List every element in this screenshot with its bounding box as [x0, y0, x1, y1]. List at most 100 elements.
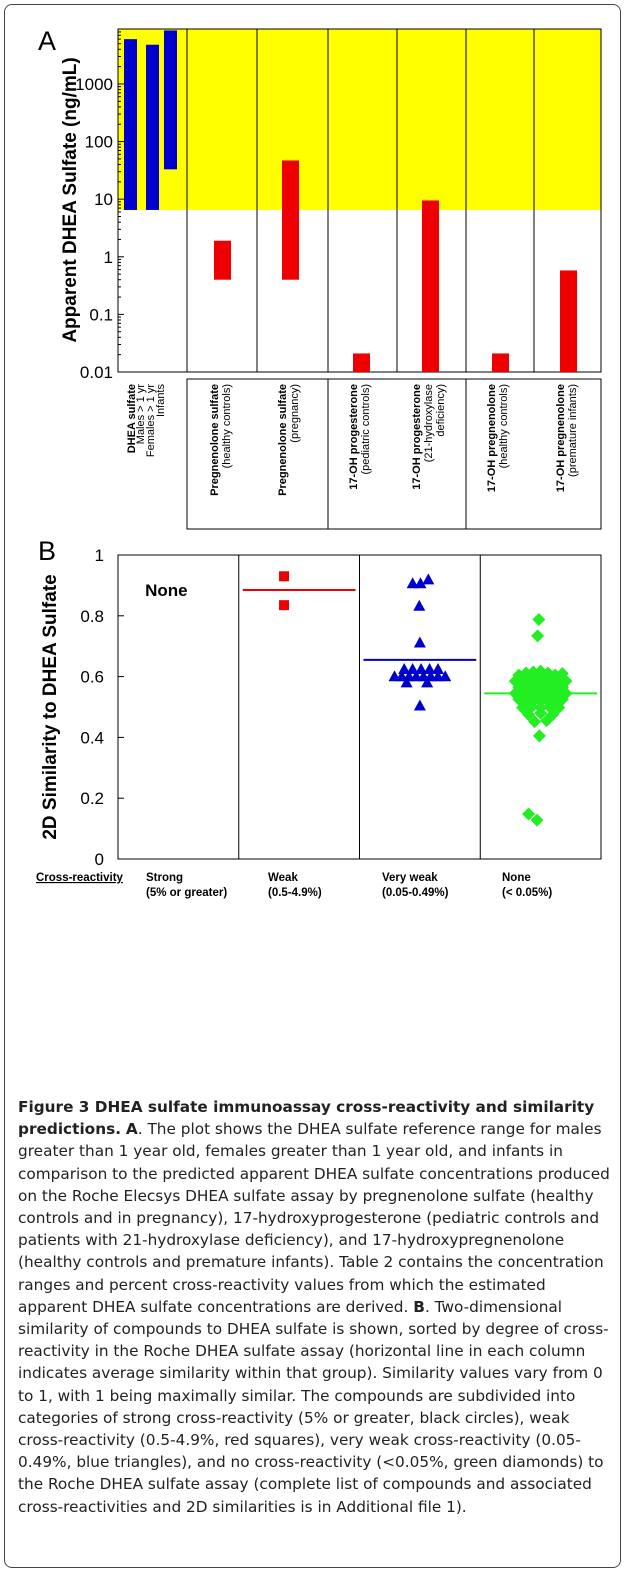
strong-none-annotation: None [145, 581, 188, 600]
none-diamond-point [540, 714, 554, 728]
category-range: (0.05-0.49%) [382, 887, 449, 899]
figure-caption: Figure 3 DHEA sulfate immunoassay cross-… [18, 1096, 614, 1518]
y-axis-label-a: Apparent DHEA Sulfate (ng/mL) [60, 57, 81, 342]
panel-a-label: A [38, 26, 57, 56]
y-tick-label-a: 1 [104, 248, 113, 267]
none-diamond-point [530, 813, 544, 827]
none-diamond-point [516, 673, 530, 687]
very-weak-triangle-point [439, 670, 452, 682]
very-weak-triangle-point [406, 663, 419, 674]
caption-a-text: . The plot shows the DHEA sulfate refere… [18, 1120, 610, 1316]
category-range: (5% or greater) [146, 887, 227, 899]
bar-17ohpreg-premature [560, 270, 577, 372]
very-weak-triangle-point [423, 663, 436, 674]
caption-a-label: A [125, 1120, 138, 1139]
bar-17ohp-pediatric [353, 353, 370, 372]
none-diamond-point [522, 708, 536, 722]
none-diamond-point [537, 685, 551, 699]
group-label-line: Females > 1 yr [145, 384, 157, 457]
bar-17ohp-21oh [422, 200, 439, 372]
none-diamond-point [534, 706, 548, 720]
group-label-line: (healthy controls) [498, 384, 510, 468]
very-weak-triangle-point [398, 663, 411, 674]
panel-b-label: B [38, 536, 57, 566]
category-name: Weak [268, 872, 298, 884]
group-label-line: DHEA sulfate [126, 384, 138, 453]
group-label-line: Males > 1 yr [135, 384, 147, 445]
group-label-box [465, 378, 602, 530]
none-diamond-point [519, 693, 533, 707]
y-tick-label-a: 10 [94, 190, 113, 209]
none-diamond-point [530, 685, 544, 699]
y-tick-label-a: 0.01 [80, 363, 113, 382]
none-diamond-point [516, 701, 530, 715]
very-weak-triangle-point [414, 577, 427, 589]
bar-dhea-infants [164, 30, 177, 170]
none-diamond-point [522, 807, 536, 821]
group-label-line: (21-hydroxylase [423, 384, 435, 462]
bar-dhea-males [124, 39, 137, 210]
y-tick-label-b: 1 [95, 546, 104, 565]
x-axis-label-b: Cross-reactivity [36, 872, 124, 884]
very-weak-triangle-point [406, 577, 419, 589]
bar-17ohpreg-healthy [492, 353, 509, 372]
none-diamond-point [534, 694, 548, 708]
caption-b-label: B [413, 1297, 425, 1316]
very-weak-triangle-point [431, 663, 444, 674]
y-tick-label-a: 100 [85, 133, 113, 152]
caption-title: Figure 3 DHEA sulfate immunoassay cross-… [18, 1098, 595, 1139]
weak-square-point [279, 600, 290, 611]
none-diamond-point [528, 715, 542, 729]
y-tick-label-b: 0.4 [80, 728, 104, 747]
group-label-line: 17-OH pregnenolone [555, 384, 567, 492]
category-name: Very weak [382, 872, 438, 884]
group-label-line: (pediatric controls) [360, 384, 372, 474]
none-diamond-point [555, 692, 569, 706]
y-tick-label-a: 0.1 [89, 305, 113, 324]
bar-preg-pregnancy [282, 160, 299, 280]
caption-b-text: . Two-dimensional similarity of compound… [18, 1297, 609, 1516]
none-diamond-point [559, 674, 573, 688]
category-range: (0.5-4.9%) [268, 887, 322, 899]
group-label-line: Pregnenolone sulfate [277, 384, 289, 496]
very-weak-triangle-point [422, 573, 435, 585]
group-label-line: Pregnenolone sulfate [209, 384, 221, 496]
none-diamond-point [532, 729, 546, 743]
y-axis-label-b: 2D Similarity to DHEA Sulfate [40, 574, 61, 839]
none-diamond-point [523, 673, 537, 687]
very-weak-triangle-point [413, 636, 426, 648]
group-label-line: Infants [155, 384, 167, 418]
bar-preg-healthy [214, 240, 231, 280]
y-tick-label-b: 0.2 [80, 789, 104, 808]
none-diamond-point [512, 692, 526, 706]
group-label-line: 17-OH pregnenolone [486, 384, 498, 492]
none-diamond-point [541, 666, 555, 680]
very-weak-triangle-point [415, 663, 428, 674]
figure-frame [4, 4, 621, 1568]
category-name: None [502, 872, 531, 884]
very-weak-triangle-point [413, 699, 426, 711]
bar-dhea-females [146, 44, 159, 210]
none-diamond-point [544, 673, 558, 687]
category-range: (< 0.05%) [502, 887, 552, 899]
group-label-line: (pregnancy) [289, 384, 301, 443]
y-tick-label-b: 0.6 [80, 668, 104, 687]
very-weak-triangle-point [413, 599, 426, 611]
group-label-line: deficiency) [435, 384, 447, 437]
group-label-line: (premature infants) [567, 384, 579, 477]
group-label-line: (healthy controls) [221, 384, 233, 468]
very-weak-triangle-point [421, 676, 434, 688]
none-diamond-point [552, 701, 566, 715]
weak-square-point [279, 571, 290, 582]
none-diamond-point [531, 629, 545, 643]
group-label-line: 17-OH progesterone [411, 384, 423, 490]
category-name: Strong [146, 872, 183, 884]
very-weak-triangle-point [400, 676, 413, 688]
panel-b-chart: 0 0.2 0.4 0.6 0.8 1 2D Similarity to DHEA Sulf… [36, 546, 602, 899]
none-diamond-point [532, 612, 546, 626]
y-tick-label-a: 1000 [75, 75, 113, 94]
y-tick-label-b: 0.8 [80, 607, 104, 626]
group-label-line: 17-OH progesterone [348, 384, 360, 490]
reference-range-band [118, 29, 601, 210]
